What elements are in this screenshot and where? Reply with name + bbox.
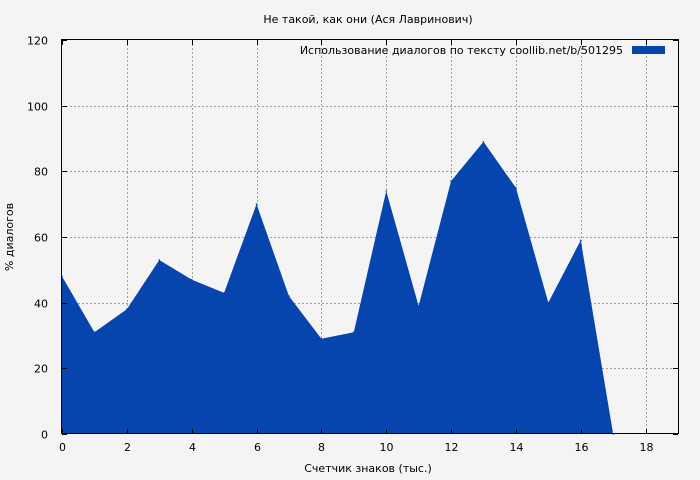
x-tick-label: 10: [380, 441, 394, 454]
x-tick-label: 0: [59, 441, 66, 454]
y-tick-label: 120: [27, 35, 48, 48]
x-tick-label: 18: [640, 441, 654, 454]
series-area-0: [62, 141, 614, 435]
x-tick-label: 14: [510, 441, 524, 454]
x-axis-label: Счетчик знаков (тыс.): [304, 462, 432, 475]
x-tick-label: 6: [254, 441, 261, 454]
x-tick-label: 16: [575, 441, 589, 454]
data-point: [385, 190, 388, 192]
y-axis-ticks: 0 20 40 60 80 100 120: [27, 35, 678, 442]
x-tick-label: 2: [124, 441, 131, 454]
data-point: [158, 259, 161, 261]
data-point: [126, 308, 128, 311]
series-area-group: [61, 140, 614, 435]
data-point: [320, 337, 323, 340]
data-point: [190, 278, 193, 281]
y-tick-label: 60: [34, 232, 48, 245]
y-tick-label: 20: [34, 363, 48, 376]
legend: Использование диалогов по тексту coollib…: [300, 44, 665, 57]
data-point: [93, 331, 96, 334]
data-point: [288, 295, 290, 297]
data-point: [547, 301, 550, 304]
y-axis-label: % диалогов: [3, 203, 16, 271]
legend-swatch: [632, 46, 665, 54]
x-tick-label: 8: [318, 441, 325, 454]
plot-frame: [61, 39, 679, 434]
legend-label: Использование диалогов по тексту coollib…: [300, 44, 623, 57]
data-point: [417, 305, 420, 307]
chart-title: Не такой, как они (Ася Лавринович): [263, 13, 472, 26]
data-point: [450, 180, 452, 182]
x-tick-label: 4: [189, 441, 196, 454]
data-point: [223, 292, 225, 294]
data-point: [579, 239, 582, 242]
y-tick-label: 0: [41, 429, 48, 442]
data-point: [352, 331, 355, 334]
data-point: [482, 140, 485, 143]
y-tick-label: 40: [34, 298, 48, 311]
data-point: [255, 203, 258, 205]
data-point: [515, 186, 517, 189]
y-tick-label: 100: [27, 101, 48, 114]
x-axis-ticks: 0 2 4 6 8 10 12 14 16 18: [59, 40, 654, 454]
y-tick-label: 80: [34, 166, 48, 179]
x-tick-label: 12: [445, 441, 459, 454]
